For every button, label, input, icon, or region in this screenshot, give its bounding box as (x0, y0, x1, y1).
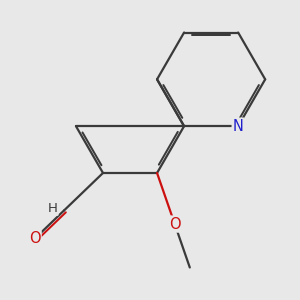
Text: N: N (233, 119, 244, 134)
Text: H: H (48, 202, 58, 215)
Text: O: O (29, 231, 40, 246)
Text: O: O (169, 217, 181, 232)
